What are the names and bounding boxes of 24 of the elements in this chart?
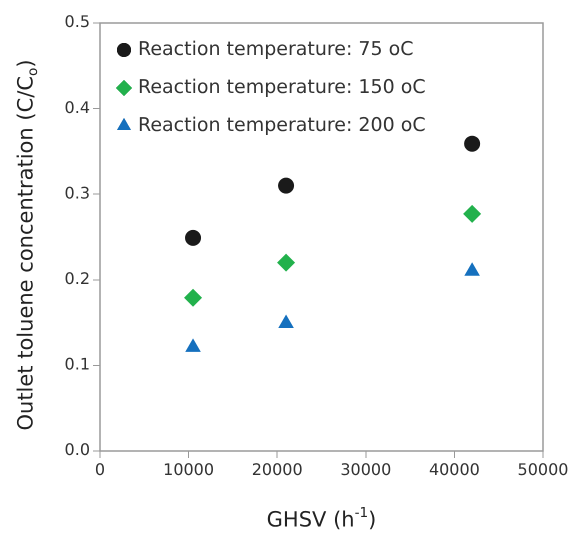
y-tick-label: 0.1 — [64, 354, 90, 374]
x-tick-label: 20000 — [252, 460, 303, 479]
y-axis-title: Outlet toluene concentration (C/Co) — [13, 59, 41, 431]
x-tick-label: 40000 — [428, 460, 480, 479]
y-tick-label: 0.3 — [64, 183, 90, 202]
x-tick-label: 10000 — [163, 460, 214, 479]
y-tick-label: 0.4 — [64, 98, 90, 117]
x-tick-label: 50000 — [518, 460, 568, 479]
point — [277, 254, 296, 272]
x-tick-label: 0 — [94, 460, 106, 479]
point — [185, 338, 201, 352]
point — [464, 262, 480, 276]
y-tick-label: 0.5 — [64, 12, 90, 32]
legend-label: Reaction temperature: 75 oC — [138, 38, 414, 60]
point — [464, 136, 480, 152]
x-tick-label: 30000 — [340, 460, 392, 479]
point — [278, 178, 294, 194]
point — [463, 204, 482, 223]
legend-label: Reaction temperature: 200 oC — [138, 114, 426, 136]
point — [185, 230, 202, 246]
point — [278, 314, 294, 328]
legend-label: Reaction temperature: 150 oC — [138, 76, 426, 98]
y-tick-label: 0.0 — [64, 440, 90, 460]
y-tick-label: 0.2 — [64, 268, 90, 288]
